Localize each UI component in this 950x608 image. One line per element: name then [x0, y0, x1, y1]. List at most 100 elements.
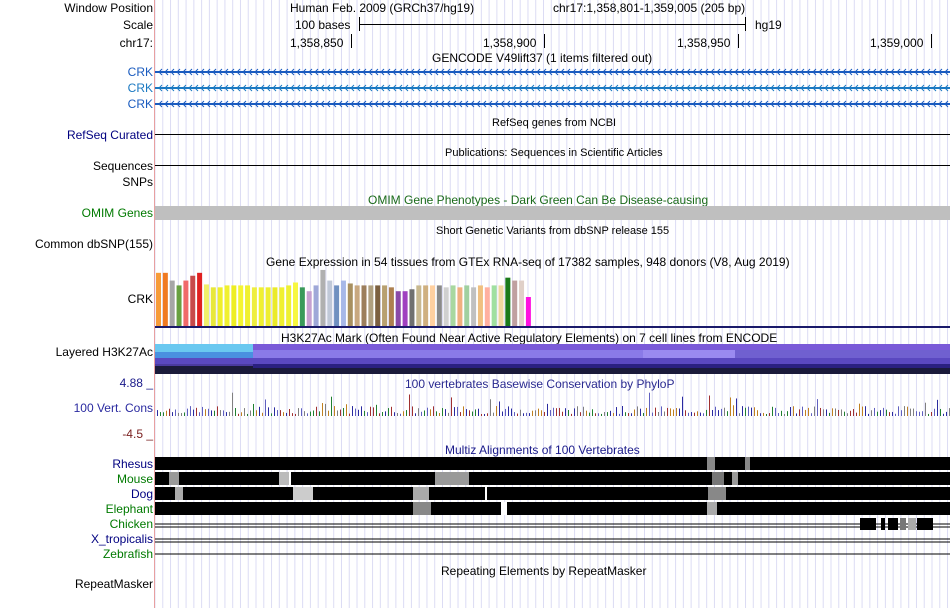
- strand-arrow: [608, 84, 613, 92]
- species-mouse[interactable]: Mouse: [116, 472, 153, 486]
- strand-arrow: [572, 84, 577, 92]
- strand-arrow: [194, 84, 199, 92]
- strand-arrow: [194, 68, 199, 76]
- cons-mark: [715, 406, 716, 416]
- multiz-alignments[interactable]: [155, 456, 950, 556]
- strand-arrow: [278, 100, 283, 108]
- strand-arrow: [308, 84, 313, 92]
- cons-mark: [880, 410, 881, 416]
- publications-line[interactable]: [155, 165, 950, 166]
- species-chicken[interactable]: Chicken: [109, 517, 153, 531]
- strand-arrow: [338, 84, 343, 92]
- gtex-bar-7: [203, 284, 209, 326]
- sequences-label[interactable]: Sequences: [92, 159, 153, 173]
- strand-arrow: [350, 84, 355, 92]
- strand-arrow: [242, 68, 247, 76]
- cons-mark: [253, 403, 254, 416]
- species-elephant[interactable]: Elephant: [105, 502, 153, 516]
- cons-mark: [799, 409, 800, 416]
- species-xtropicalis[interactable]: X_tropicalis: [90, 532, 153, 546]
- cons-mark: [460, 412, 461, 416]
- gencode-label-2[interactable]: CRK: [127, 81, 153, 95]
- gtex-bars[interactable]: [155, 268, 950, 328]
- cons-mark: [184, 412, 185, 416]
- cons-mark: [316, 406, 317, 416]
- strand-arrow: [740, 68, 745, 76]
- track-image[interactable]: Human Feb. 2009 (GRCh37/hg19) chr17:1,35…: [155, 0, 950, 608]
- gencode-transcript-2[interactable]: [155, 87, 950, 89]
- strand-arrow: [818, 84, 823, 92]
- cons-mark: [367, 412, 368, 416]
- gencode-transcript-3[interactable]: [155, 103, 950, 105]
- gtex-bar-49: [491, 285, 497, 326]
- gtex-bar-41: [436, 285, 442, 326]
- cons-mark: [406, 410, 407, 416]
- strand-arrow: [932, 68, 937, 76]
- gencode-label-1[interactable]: CRK: [127, 65, 153, 79]
- strand-arrow: [554, 68, 559, 76]
- omim-bar[interactable]: [155, 206, 950, 220]
- cons-mark: [436, 411, 437, 416]
- strand-arrow: [722, 100, 727, 108]
- strand-arrow: [854, 68, 859, 76]
- cons-mark: [910, 408, 911, 416]
- snps-label[interactable]: SNPs: [122, 175, 153, 189]
- strand-arrow: [626, 68, 631, 76]
- strand-arrow: [476, 100, 481, 108]
- cons-mark: [517, 413, 518, 416]
- strand-arrow: [548, 84, 553, 92]
- strand-arrow: [380, 84, 385, 92]
- cons-mark: [628, 413, 629, 416]
- strand-arrow: [596, 100, 601, 108]
- gtex-bar-14: [251, 287, 257, 326]
- strand-arrow: [392, 84, 397, 92]
- strand-arrow: [350, 100, 355, 108]
- strand-arrow: [464, 68, 469, 76]
- cons-mark: [493, 412, 494, 416]
- strand-arrow: [938, 84, 943, 92]
- cons-label[interactable]: 100 Vert. Cons: [73, 401, 153, 415]
- strand-arrow: [566, 100, 571, 108]
- refseq-line[interactable]: [155, 134, 950, 135]
- gencode-transcript-1[interactable]: [155, 71, 950, 73]
- cons-mark: [511, 408, 512, 416]
- refseq-label[interactable]: RefSeq Curated: [66, 128, 153, 142]
- cons-mark: [424, 410, 425, 416]
- dbsnp-label[interactable]: Common dbSNP(155): [34, 237, 153, 251]
- cons-wiggle[interactable]: [155, 390, 950, 430]
- h3k27ac-label[interactable]: Layered H3K27Ac: [55, 345, 153, 359]
- cons-mark: [178, 412, 179, 416]
- strand-arrow: [380, 100, 385, 108]
- strand-arrow: [230, 100, 235, 108]
- cons-mark: [922, 411, 923, 416]
- gencode-label-3[interactable]: CRK: [127, 97, 153, 111]
- strand-arrow: [830, 84, 835, 92]
- cons-mark: [559, 407, 560, 416]
- h3k27ac-layers[interactable]: [155, 344, 950, 374]
- strand-arrow: [272, 84, 277, 92]
- strand-arrow: [206, 68, 211, 76]
- strand-arrow: [836, 84, 841, 92]
- cons-mark: [811, 413, 812, 416]
- cons-mark: [712, 409, 713, 416]
- strand-arrow: [302, 68, 307, 76]
- strand-arrow: [788, 84, 793, 92]
- strand-arrow: [290, 84, 295, 92]
- cons-mark: [874, 407, 875, 416]
- species-zebrafish[interactable]: Zebrafish: [102, 547, 153, 561]
- strand-arrow: [314, 84, 319, 92]
- gtex-label[interactable]: CRK: [127, 292, 153, 306]
- strand-arrow: [896, 84, 901, 92]
- gtex-bar-31: [368, 285, 374, 326]
- strand-arrows: [158, 68, 949, 108]
- strand-arrow: [668, 68, 673, 76]
- repeatmasker-title: Repeating Elements by RepeatMasker: [441, 564, 647, 578]
- cons-mark: [319, 411, 320, 416]
- species-rhesus[interactable]: Rhesus: [112, 457, 153, 471]
- omim-label[interactable]: OMIM Genes: [81, 206, 153, 220]
- gtex-bar-23: [313, 285, 319, 326]
- repeatmasker-label[interactable]: RepeatMasker: [74, 577, 153, 591]
- strand-arrow: [416, 100, 421, 108]
- strand-arrow: [608, 100, 613, 108]
- species-dog[interactable]: Dog: [130, 487, 153, 501]
